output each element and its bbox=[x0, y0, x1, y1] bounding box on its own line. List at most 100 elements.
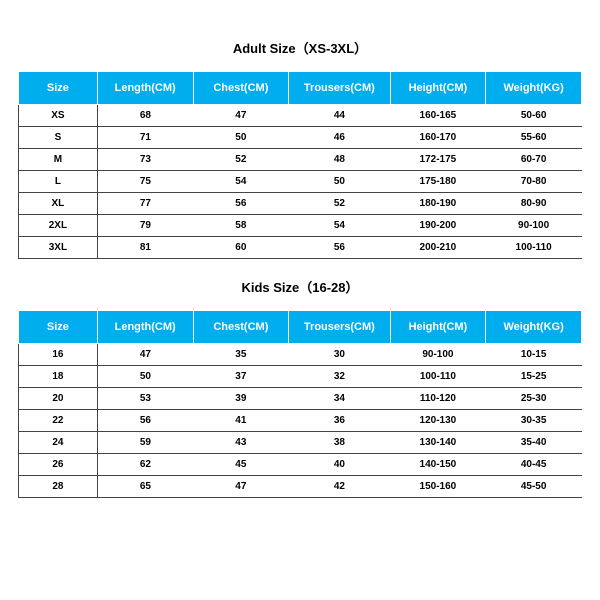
table-cell: 22 bbox=[19, 410, 98, 432]
table-cell: XL bbox=[19, 193, 98, 215]
table-cell: 80-90 bbox=[486, 193, 582, 215]
table-cell: 35 bbox=[193, 344, 289, 366]
table-cell: 52 bbox=[289, 193, 390, 215]
table-cell: 38 bbox=[289, 432, 390, 454]
table-cell: 175-180 bbox=[390, 171, 486, 193]
table-row: 20533934110-12025-30 bbox=[19, 388, 582, 410]
table-cell: 56 bbox=[97, 410, 193, 432]
table-header-row: Size Length(CM) Chest(CM) Trousers(CM) H… bbox=[19, 72, 582, 105]
col-height: Height(CM) bbox=[390, 72, 486, 105]
table-cell: 10-15 bbox=[486, 344, 582, 366]
col-length: Length(CM) bbox=[97, 311, 193, 344]
table-cell: 43 bbox=[193, 432, 289, 454]
table-cell: 24 bbox=[19, 432, 98, 454]
table-cell: 30 bbox=[289, 344, 390, 366]
table-cell: 90-100 bbox=[486, 215, 582, 237]
table-cell: 20 bbox=[19, 388, 98, 410]
table-row: 22564136120-13030-35 bbox=[19, 410, 582, 432]
table-cell: 200-210 bbox=[390, 237, 486, 259]
table-row: XS684744160-16550-60 bbox=[19, 105, 582, 127]
table-cell: 53 bbox=[97, 388, 193, 410]
table-cell: 16 bbox=[19, 344, 98, 366]
table-cell: 25-30 bbox=[486, 388, 582, 410]
table-cell: 35-40 bbox=[486, 432, 582, 454]
table-cell: 100-110 bbox=[390, 366, 486, 388]
table-cell: 140-150 bbox=[390, 454, 486, 476]
table-cell: 36 bbox=[289, 410, 390, 432]
col-size: Size bbox=[19, 72, 98, 105]
table-cell: 54 bbox=[289, 215, 390, 237]
table-cell: 50-60 bbox=[486, 105, 582, 127]
table-cell: 110-120 bbox=[390, 388, 486, 410]
table-cell: 34 bbox=[289, 388, 390, 410]
adult-tbody: XS684744160-16550-60S715046160-17055-60M… bbox=[19, 105, 582, 259]
adult-size-table: Size Length(CM) Chest(CM) Trousers(CM) H… bbox=[18, 71, 582, 259]
col-length: Length(CM) bbox=[97, 72, 193, 105]
table-row: 2XL795854190-20090-100 bbox=[19, 215, 582, 237]
table-cell: 120-130 bbox=[390, 410, 486, 432]
col-weight: Weight(KG) bbox=[486, 311, 582, 344]
table-cell: 26 bbox=[19, 454, 98, 476]
table-cell: 81 bbox=[97, 237, 193, 259]
table-cell: 46 bbox=[289, 127, 390, 149]
table-cell: L bbox=[19, 171, 98, 193]
table-cell: 65 bbox=[97, 476, 193, 498]
table-cell: 50 bbox=[193, 127, 289, 149]
table-header-row: Size Length(CM) Chest(CM) Trousers(CM) H… bbox=[19, 311, 582, 344]
table-cell: 42 bbox=[289, 476, 390, 498]
table-cell: 56 bbox=[289, 237, 390, 259]
col-trousers: Trousers(CM) bbox=[289, 311, 390, 344]
table-cell: 90-100 bbox=[390, 344, 486, 366]
table-cell: 79 bbox=[97, 215, 193, 237]
table-cell: 56 bbox=[193, 193, 289, 215]
table-cell: 45-50 bbox=[486, 476, 582, 498]
table-row: 26624540140-15040-45 bbox=[19, 454, 582, 476]
table-cell: 190-200 bbox=[390, 215, 486, 237]
kids-title: Kids Size（16-28） bbox=[18, 277, 582, 296]
table-cell: 60 bbox=[193, 237, 289, 259]
table-cell: 15-25 bbox=[486, 366, 582, 388]
table-cell: 2XL bbox=[19, 215, 98, 237]
table-cell: 73 bbox=[97, 149, 193, 171]
col-chest: Chest(CM) bbox=[193, 72, 289, 105]
table-row: 24594338130-14035-40 bbox=[19, 432, 582, 454]
col-trousers: Trousers(CM) bbox=[289, 72, 390, 105]
table-cell: 47 bbox=[97, 344, 193, 366]
table-cell: 30-35 bbox=[486, 410, 582, 432]
table-cell: 60-70 bbox=[486, 149, 582, 171]
table-cell: 47 bbox=[193, 105, 289, 127]
table-cell: 77 bbox=[97, 193, 193, 215]
table-cell: 55-60 bbox=[486, 127, 582, 149]
col-height: Height(CM) bbox=[390, 311, 486, 344]
table-row: S715046160-17055-60 bbox=[19, 127, 582, 149]
col-weight: Weight(KG) bbox=[486, 72, 582, 105]
table-row: 1647353090-10010-15 bbox=[19, 344, 582, 366]
table-cell: 48 bbox=[289, 149, 390, 171]
col-size: Size bbox=[19, 311, 98, 344]
table-row: 28654742150-16045-50 bbox=[19, 476, 582, 498]
table-cell: 39 bbox=[193, 388, 289, 410]
table-row: XL775652180-19080-90 bbox=[19, 193, 582, 215]
table-cell: 59 bbox=[97, 432, 193, 454]
adult-title: Adult Size（XS-3XL） bbox=[18, 38, 582, 57]
table-cell: 160-170 bbox=[390, 127, 486, 149]
table-cell: 40 bbox=[289, 454, 390, 476]
table-cell: 180-190 bbox=[390, 193, 486, 215]
table-cell: 32 bbox=[289, 366, 390, 388]
table-cell: 52 bbox=[193, 149, 289, 171]
kids-size-table: Size Length(CM) Chest(CM) Trousers(CM) H… bbox=[18, 310, 582, 498]
table-cell: 54 bbox=[193, 171, 289, 193]
table-cell: 70-80 bbox=[486, 171, 582, 193]
table-row: L755450175-18070-80 bbox=[19, 171, 582, 193]
table-cell: 58 bbox=[193, 215, 289, 237]
table-cell: 18 bbox=[19, 366, 98, 388]
table-cell: 45 bbox=[193, 454, 289, 476]
table-cell: 100-110 bbox=[486, 237, 582, 259]
table-cell: 50 bbox=[289, 171, 390, 193]
table-cell: 160-165 bbox=[390, 105, 486, 127]
table-cell: 172-175 bbox=[390, 149, 486, 171]
kids-tbody: 1647353090-10010-1518503732100-11015-252… bbox=[19, 344, 582, 498]
table-cell: 68 bbox=[97, 105, 193, 127]
table-row: 18503732100-11015-25 bbox=[19, 366, 582, 388]
table-cell: 62 bbox=[97, 454, 193, 476]
